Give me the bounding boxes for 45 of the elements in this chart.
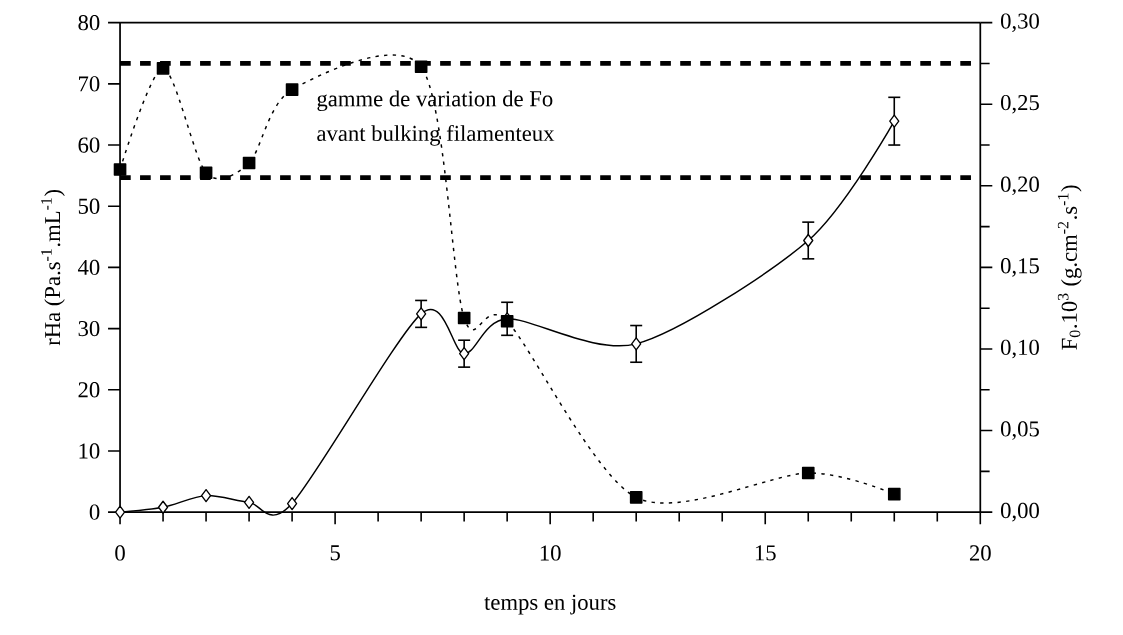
y-tick-label: 10 [79,443,100,459]
point [457,311,471,325]
x-tick-label: 20 [969,545,991,561]
point [889,114,900,128]
y2-tick-label: 0,00 [1000,502,1039,522]
y2-tick-label: 0,30 [1000,13,1039,33]
y-tick-label: 50 [78,198,100,214]
y-tick-label: 30 [78,321,100,337]
point [458,347,470,361]
y-tick-label: 80 [78,15,100,31]
point [113,163,127,176]
point [285,83,299,96]
y2-tick-label: 0,05 [1000,421,1039,440]
y-tick-label: 70 [79,76,100,92]
y-axis-title: rHa (Pa.s$^{-1}$.mL$^{-1}$) [41,190,65,346]
point [803,233,814,248]
y2-tick-label: 0,25 [1000,95,1039,114]
point [199,166,213,180]
x-axis-title: temps en jours [484,594,616,615]
point [156,62,170,75]
x-tick-label: 5 [330,545,340,561]
point [415,307,427,321]
point [200,489,212,503]
text: F$_{0}$.10$^{3}$ (g.cm$^{-2}$.s$^{-1}$) [1057,185,1082,350]
point [242,156,256,170]
point [114,505,126,519]
point [801,466,815,480]
y-tick-label: 40 [77,259,100,276]
x-tick-label: 10 [540,545,561,561]
point [631,337,642,351]
y2-tick-label: 0,15 [1000,258,1039,277]
point [887,487,901,501]
y-tick-label: 20 [78,382,100,398]
y-tick-label: 60 [78,137,100,153]
y-tick-label: 0 [89,504,100,520]
point [414,60,428,74]
y2-tick-label: 0,10 [1000,339,1039,359]
annotation: gamme de variation de Fo avant bulking filamenteux [317,90,555,146]
point [629,491,643,504]
point [157,500,169,514]
point [286,496,298,511]
point [243,495,255,510]
y2-tick-label: 0,20 [1000,176,1039,196]
x-tick-label: 15 [755,545,776,561]
x-tick-label: 0 [115,545,125,561]
